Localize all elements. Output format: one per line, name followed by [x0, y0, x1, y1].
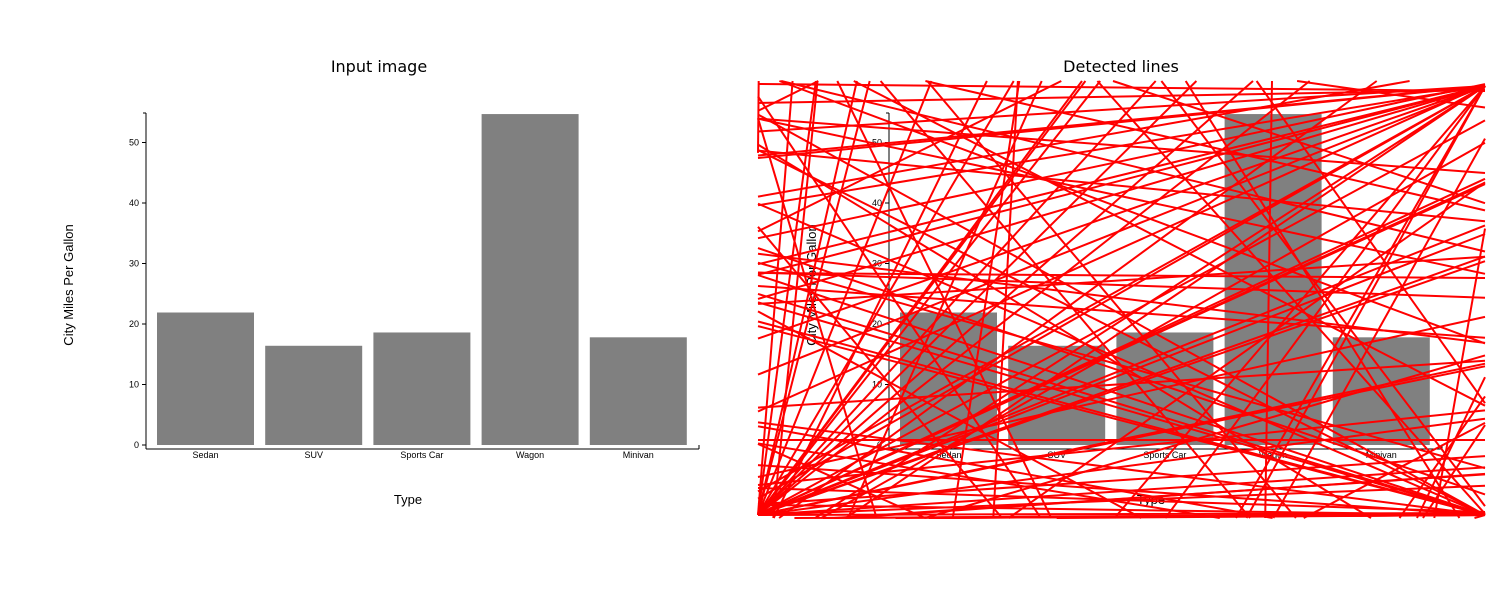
- detected-line: [757, 177, 1486, 516]
- detected-line: [834, 473, 1486, 519]
- detected-line: [1272, 138, 1486, 519]
- left-y-tick-label: 0: [134, 440, 139, 450]
- detected-line: [1112, 80, 1486, 205]
- detected-line: [757, 85, 1486, 266]
- detected-line: [757, 455, 1486, 506]
- detected-line: [757, 247, 1486, 496]
- detected-line: [757, 80, 760, 153]
- detected-line: [757, 359, 1486, 409]
- left-bar-minivan: [589, 337, 687, 445]
- detected-line: [1255, 80, 1486, 404]
- left-bar-chart: Type City Miles Per Gallon 0 10 20 30 40 50 Se…: [61, 112, 700, 507]
- detected-line: [757, 89, 1486, 104]
- left-y-tick-label: 30: [129, 259, 139, 269]
- left-panel-title: Input image: [331, 57, 427, 76]
- detected-line: [1296, 80, 1486, 109]
- detected-line: [1096, 80, 1486, 515]
- right-x-tick-label: Sports Car: [1143, 450, 1186, 460]
- detected-line: [1264, 80, 1273, 519]
- detected-line: [1433, 228, 1486, 519]
- detected-line: [772, 80, 988, 519]
- detected-line: [757, 80, 871, 516]
- detected-line: [879, 80, 1251, 519]
- detected-line: [757, 80, 1157, 516]
- left-y-tick-label: 10: [129, 380, 139, 390]
- detected-line: [757, 80, 819, 112]
- detected-line: [757, 149, 1486, 223]
- detected-line: [757, 80, 817, 516]
- left-bar-sports-car: [373, 332, 471, 445]
- left-y-tick-label: 40: [129, 198, 139, 208]
- left-bar-suv: [265, 345, 363, 445]
- right-y-tick-label: 40: [872, 198, 882, 208]
- detected-line: [757, 85, 1486, 493]
- left-x-tick-label: Minivan: [623, 450, 654, 460]
- detected-line: [757, 487, 1486, 513]
- detected-line: [926, 80, 1297, 519]
- right-y-tick-label: 20: [872, 319, 882, 329]
- detected-line: [757, 442, 1220, 519]
- detected-line: [847, 80, 1043, 519]
- detected-line: [757, 85, 1486, 500]
- detected-line: [757, 301, 1486, 516]
- left-bar-wagon: [481, 114, 579, 445]
- detected-lines-overlay: [757, 80, 1486, 519]
- detected-line: [757, 143, 1372, 519]
- detected-line: [757, 292, 1486, 516]
- detected-line: [757, 310, 1142, 519]
- detected-line: [757, 85, 1486, 300]
- detected-line: [757, 80, 1198, 516]
- detected-line: [757, 252, 1486, 344]
- detected-line: [778, 80, 1378, 519]
- detected-line: [757, 117, 878, 519]
- detected-line: [820, 141, 1486, 519]
- detected-line: [772, 80, 819, 519]
- detected-line: [1416, 376, 1486, 519]
- detected-line: [757, 85, 1486, 276]
- detected-line: [951, 80, 1021, 519]
- right-y-axis-label: City Miles Per Gallon: [804, 224, 819, 345]
- detected-line: [924, 354, 1486, 519]
- detected-line: [757, 255, 1486, 305]
- detected-line: [757, 421, 1486, 516]
- detected-line: [757, 512, 1486, 516]
- left-x-axis-label: Type: [394, 492, 422, 507]
- right-x-tick-label: Minivan: [1366, 450, 1397, 460]
- left-y-axis-label: City Miles Per Gallon: [61, 224, 76, 345]
- detected-line: [757, 83, 1486, 413]
- detected-line: [757, 117, 1486, 275]
- right-y-tick-label: 50: [872, 138, 882, 148]
- detected-line: [757, 272, 1486, 279]
- detected-line: [822, 512, 1486, 519]
- left-bar-sedan: [157, 312, 254, 445]
- detected-line: [757, 113, 1486, 516]
- detected-line: [853, 80, 1486, 407]
- left-y-tick-label: 20: [129, 319, 139, 329]
- detected-line: [757, 226, 1003, 519]
- detected-line: [757, 83, 1486, 92]
- detected-line: [1184, 80, 1461, 519]
- detected-line: [757, 95, 1042, 519]
- detected-line: [779, 80, 1486, 345]
- left-x-tick-label: SUV: [304, 450, 323, 460]
- right-panel-title: Detected lines: [1063, 57, 1179, 76]
- detected-line: [1398, 395, 1486, 519]
- detected-line: [757, 117, 1486, 174]
- detected-line: [780, 80, 1486, 253]
- detected-line: [1474, 514, 1486, 519]
- detected-line: [757, 80, 858, 516]
- right-bar-sports-car: [1116, 332, 1214, 445]
- left-y-tick-label: 50: [129, 138, 139, 148]
- detected-line: [1008, 181, 1486, 519]
- left-x-tick-label: Sedan: [192, 450, 218, 460]
- detected-line: [757, 409, 1486, 486]
- detected-line: [757, 83, 1486, 240]
- detected-line: [757, 443, 926, 519]
- left-x-tick-label: Sports Car: [400, 450, 443, 460]
- left-x-tick-label: Wagon: [516, 450, 544, 460]
- detected-line: [757, 233, 1486, 516]
- detected-line: [757, 80, 1062, 233]
